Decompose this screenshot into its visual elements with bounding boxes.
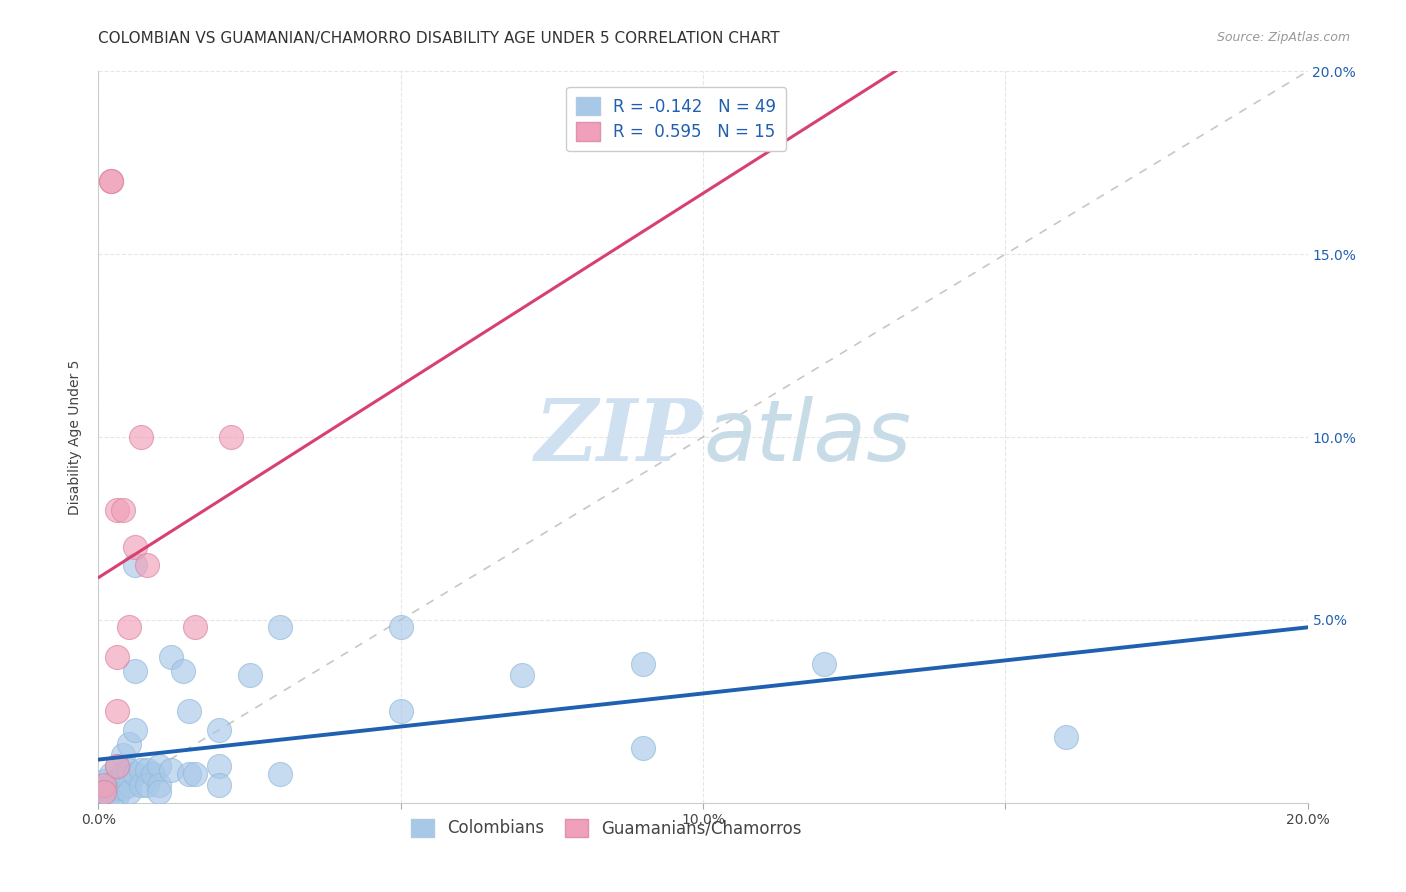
Legend: Colombians, Guamanians/Chamorros: Colombians, Guamanians/Chamorros: [402, 810, 810, 846]
Point: [179, 705, 201, 719]
Point: [148, 759, 170, 773]
Point: [208, 778, 231, 792]
Point: [105, 781, 128, 796]
Point: [100, 766, 122, 780]
Point: [124, 766, 146, 780]
Point: [124, 723, 146, 737]
Point: [105, 649, 128, 664]
Point: [135, 763, 157, 777]
Point: [389, 705, 412, 719]
Point: [118, 620, 141, 634]
Text: atlas: atlas: [703, 395, 911, 479]
Point: [118, 785, 141, 799]
Point: [135, 558, 157, 573]
Point: [100, 792, 122, 806]
Point: [105, 773, 128, 788]
Point: [111, 766, 134, 780]
Point: [111, 503, 134, 517]
Point: [813, 657, 835, 671]
Point: [389, 620, 412, 634]
Point: [184, 620, 207, 634]
Point: [148, 778, 170, 792]
Point: [1054, 730, 1077, 744]
Point: [105, 705, 128, 719]
Point: [100, 785, 122, 799]
Point: [510, 667, 533, 681]
Point: [100, 174, 122, 188]
Point: [148, 785, 170, 799]
Text: Source: ZipAtlas.com: Source: ZipAtlas.com: [1216, 31, 1350, 45]
Point: [124, 540, 146, 554]
Point: [208, 723, 231, 737]
Point: [124, 558, 146, 573]
Point: [208, 759, 231, 773]
Point: [221, 430, 243, 444]
Point: [160, 649, 183, 664]
Point: [111, 781, 134, 796]
Point: [129, 430, 152, 444]
Y-axis label: Disability Age Under 5: Disability Age Under 5: [69, 359, 83, 515]
Point: [118, 778, 141, 792]
Point: [269, 620, 291, 634]
Text: ZIP: ZIP: [536, 395, 703, 479]
Point: [105, 503, 128, 517]
Point: [93, 781, 115, 796]
Point: [93, 789, 115, 803]
Point: [172, 664, 194, 678]
Point: [111, 748, 134, 763]
Point: [239, 667, 262, 681]
Point: [118, 763, 141, 777]
Point: [269, 766, 291, 780]
Point: [105, 759, 128, 773]
Point: [184, 766, 207, 780]
Point: [179, 766, 201, 780]
Point: [100, 778, 122, 792]
Point: [100, 174, 122, 188]
Point: [93, 773, 115, 788]
Point: [631, 740, 654, 755]
Point: [105, 789, 128, 803]
Text: COLOMBIAN VS GUAMANIAN/CHAMORRO DISABILITY AGE UNDER 5 CORRELATION CHART: COLOMBIAN VS GUAMANIAN/CHAMORRO DISABILI…: [98, 31, 780, 46]
Point: [93, 785, 115, 799]
Point: [129, 763, 152, 777]
Point: [124, 664, 146, 678]
Point: [631, 657, 654, 671]
Point: [93, 778, 115, 792]
Point: [160, 763, 183, 777]
Point: [129, 778, 152, 792]
Point: [118, 737, 141, 751]
Point: [135, 778, 157, 792]
Point: [142, 766, 165, 780]
Point: [105, 759, 128, 773]
